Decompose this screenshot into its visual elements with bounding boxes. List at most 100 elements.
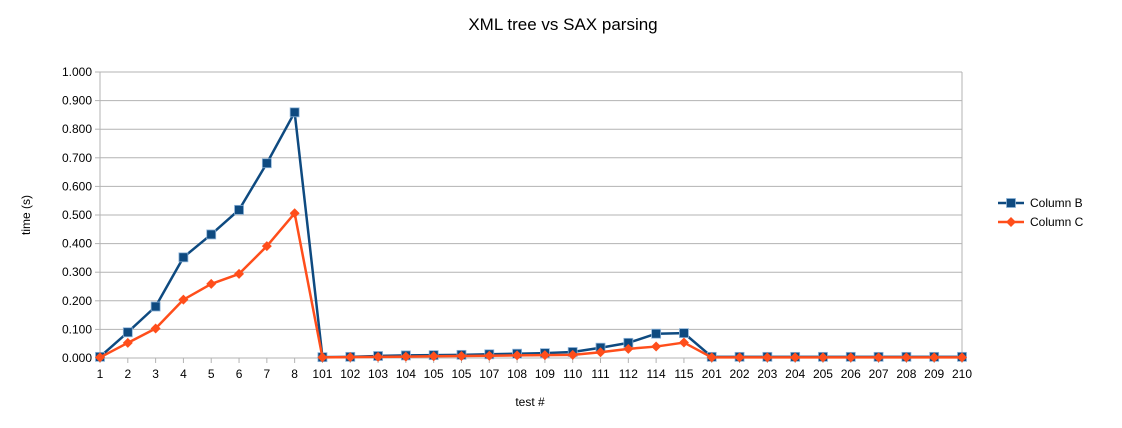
data-point [512, 350, 523, 361]
x-tick-label: 205 [813, 367, 833, 381]
x-tick-label: 210 [952, 367, 972, 381]
x-tick-label: 4 [180, 367, 187, 381]
data-point [122, 327, 133, 338]
legend-item: Column C [998, 215, 1084, 229]
data-point [234, 268, 245, 279]
y-tick-label: 1.000 [62, 65, 92, 79]
x-tick-label: 112 [619, 367, 638, 381]
x-tick-label: 109 [535, 367, 555, 381]
data-point [317, 352, 328, 363]
x-tick-label: 208 [896, 367, 916, 381]
x-tick-label: 105 [424, 367, 444, 381]
series-2 [95, 208, 967, 363]
data-point [261, 241, 272, 252]
y-tick-label: 0.600 [62, 179, 92, 193]
x-tick-label: 203 [757, 367, 777, 381]
x-tick-label: 204 [785, 367, 805, 381]
data-point [762, 352, 773, 363]
data-point [484, 350, 495, 361]
data-point [400, 351, 411, 362]
legend-label: Column B [1030, 196, 1083, 210]
y-tick-label: 0.700 [62, 151, 92, 165]
data-point [345, 352, 356, 363]
series-1 [95, 107, 967, 363]
data-point [790, 352, 801, 363]
chart-title: XML tree vs SAX parsing [468, 15, 657, 34]
y-tick-label: 0.000 [62, 351, 92, 365]
x-tick-label: 2 [124, 367, 131, 381]
x-tick-label: 207 [869, 367, 889, 381]
data-point [122, 337, 133, 348]
data-point [595, 347, 606, 358]
data-point [567, 349, 578, 360]
gridlines [95, 71, 963, 359]
data-point [845, 352, 856, 363]
data-point [178, 294, 189, 305]
data-point [817, 352, 828, 363]
x-tick-label: 115 [674, 367, 693, 381]
data-point [95, 352, 105, 363]
x-tick-label: 8 [291, 367, 298, 381]
x-tick-label: 7 [263, 367, 270, 381]
data-point [456, 350, 467, 361]
x-tick-label: 206 [841, 367, 861, 381]
legend-label: Column C [1030, 215, 1084, 229]
y-tick-label: 0.300 [62, 265, 92, 279]
data-point [289, 107, 300, 118]
x-tick-label: 110 [563, 367, 582, 381]
x-tick-label: 105 [451, 367, 471, 381]
x-tick-label: 1 [97, 367, 104, 381]
x-tick-label: 102 [340, 367, 360, 381]
data-point [623, 343, 634, 354]
series-line [99, 212, 962, 359]
data-point [929, 352, 940, 363]
x-tick-label: 104 [396, 367, 416, 381]
x-tick-label: 209 [924, 367, 944, 381]
y-tick-label: 0.900 [62, 94, 92, 108]
y-axis-title: time (s) [19, 195, 33, 235]
x-tick-label: 6 [236, 367, 243, 381]
x-tick-label: 3 [152, 367, 159, 381]
data-point [234, 204, 244, 215]
data-point [679, 328, 689, 339]
y-tick-label: 0.500 [62, 208, 92, 222]
legend-marker [1006, 198, 1016, 208]
x-tick-label: 111 [591, 367, 610, 381]
data-point [651, 341, 662, 352]
x-tick-label: 101 [312, 367, 332, 381]
x-tick-label: 107 [479, 367, 499, 381]
y-axis-ticks: 0.000 0.100 0.200 0.300 0.400 0.500 0.600 0.700… [62, 65, 92, 365]
x-tick-label: 202 [730, 367, 750, 381]
data-point [957, 352, 967, 363]
y-tick-label: 0.800 [62, 122, 92, 136]
data-point [651, 328, 662, 339]
x-tick-label: 108 [507, 367, 527, 381]
data-point [706, 352, 717, 363]
series-group [95, 107, 967, 363]
x-tick-label: 5 [208, 367, 215, 381]
data-point [901, 352, 912, 363]
data-point [289, 208, 300, 219]
legend-marker [1006, 217, 1016, 227]
data-point [206, 278, 217, 289]
data-point [539, 350, 550, 361]
x-tick-label: 201 [702, 367, 722, 381]
x-tick-label: 114 [647, 367, 666, 381]
legend-item: Column B [998, 196, 1083, 210]
data-point [873, 352, 884, 363]
data-point [206, 229, 217, 240]
data-point [734, 352, 745, 363]
x-tick-label: 103 [368, 367, 388, 381]
y-tick-label: 0.200 [62, 294, 92, 308]
data-point [261, 158, 272, 169]
data-point [428, 351, 439, 362]
legend: Column B Column C [998, 196, 1084, 229]
data-point [178, 252, 189, 263]
data-point [150, 301, 161, 312]
x-axis-title: test # [515, 395, 545, 409]
series-line [99, 111, 962, 359]
data-point [150, 323, 161, 334]
y-tick-label: 0.400 [62, 237, 92, 251]
y-tick-label: 0.100 [62, 322, 92, 336]
